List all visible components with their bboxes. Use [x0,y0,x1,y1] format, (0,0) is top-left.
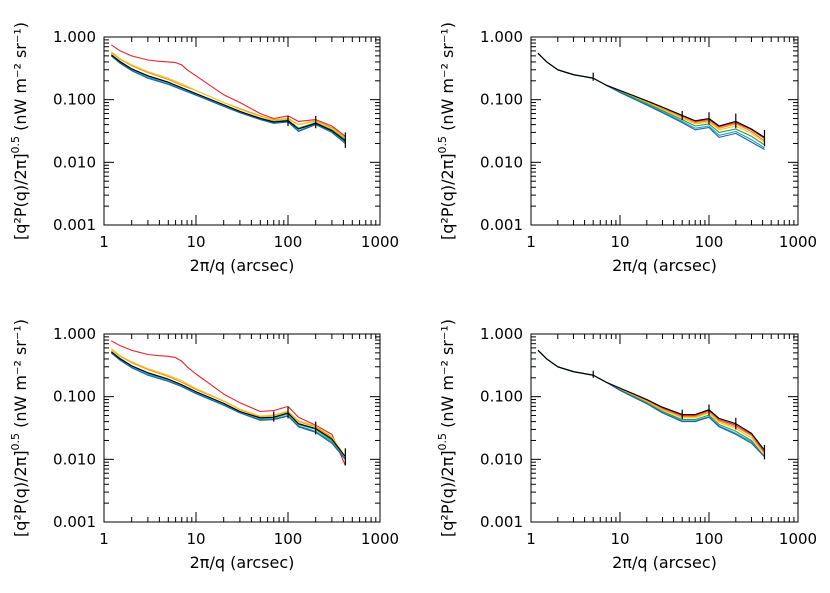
x-tick-label: 10 [186,530,205,548]
x-tick-label: 100 [695,233,724,251]
y-tick-label: 0.001 [53,513,96,531]
y-tick-label: 0.001 [480,216,523,234]
y-axis-label: [q²P(q)/2π]0.5 (nW m⁻² sr⁻¹) [9,319,30,537]
y-axis-label: [q²P(q)/2π]0.5 (nW m⁻² sr⁻¹) [436,22,457,240]
panel-top-right: 1 10 100 1000 0.001 0.010 0.100 1.000 2π/q (arcs… [436,22,817,275]
x-tick-label: 1000 [779,233,817,251]
panel-bottom-left: 1 10 100 1000 0.001 0.010 0.100 1.000 2π/q (arcs… [9,319,399,572]
plot-frame [530,36,799,226]
y-tick-label: 1.000 [53,325,96,343]
series-line-cyan [110,55,346,143]
x-axis-label: 2π/q (arcsec) [190,553,295,572]
series-line-red [110,44,346,137]
x-tick-label: 100 [695,530,724,548]
series-line-black [537,349,765,451]
series-line-yellow [537,52,765,143]
series-line-yellow [110,348,346,458]
x-tick-label: 10 [610,530,629,548]
plot-frame [103,36,381,226]
y-tick-label: 0.010 [53,450,96,468]
y-tick-label: 0.100 [480,388,523,406]
series-line-green [537,52,765,146]
series-line-orange [110,349,346,460]
y-tick-label: 0.100 [480,91,523,109]
y-axis-label: [q²P(q)/2π]0.5 (nW m⁻² sr⁻¹) [436,319,457,537]
x-tick-label: 1 [526,530,536,548]
y-tick-label: 0.010 [480,450,523,468]
x-tick-label: 1000 [361,233,399,251]
x-tick-label: 10 [186,233,205,251]
y-tick-label: 0.001 [480,513,523,531]
x-tick-label: 100 [274,233,303,251]
x-tick-label: 1000 [361,530,399,548]
series-line-blue [110,55,346,144]
series-line-yellow [110,51,346,139]
x-tick-label: 100 [274,530,303,548]
y-tick-label: 0.100 [53,91,96,109]
plot-frame [103,333,381,523]
y-tick-label: 1.000 [480,28,523,46]
x-tick-label: 1 [99,233,109,251]
y-tick-label: 0.001 [53,216,96,234]
y-tick-label: 1.000 [480,325,523,343]
y-axis-label: [q²P(q)/2π]0.5 (nW m⁻² sr⁻¹) [9,22,30,240]
series-line-blue [537,52,765,150]
panel-bottom-right: 1 10 100 1000 0.001 0.010 0.100 1.000 2π/q (arcs… [436,319,817,572]
series-line-black [110,54,346,142]
series-line-red [111,340,346,466]
x-tick-label: 10 [610,233,629,251]
x-tick-label: 1000 [779,530,817,548]
series-line-cyan [537,52,765,149]
x-tick-label: 1 [526,233,536,251]
x-axis-label: 2π/q (arcsec) [612,553,717,572]
x-axis-label: 2π/q (arcsec) [190,256,295,275]
x-axis-label: 2π/q (arcsec) [612,256,717,275]
y-tick-label: 0.010 [53,153,96,171]
y-tick-label: 0.100 [53,388,96,406]
series-line-black [110,351,346,458]
series-line-blue [110,352,346,460]
y-tick-label: 1.000 [53,28,96,46]
series-line-black [537,52,765,138]
panel-top-left: 1 10 100 1000 0.001 0.010 0.100 1.000 2π/q (arcs… [9,22,399,275]
plot-frame [530,333,799,523]
x-tick-label: 1 [99,530,109,548]
y-tick-label: 0.010 [480,153,523,171]
